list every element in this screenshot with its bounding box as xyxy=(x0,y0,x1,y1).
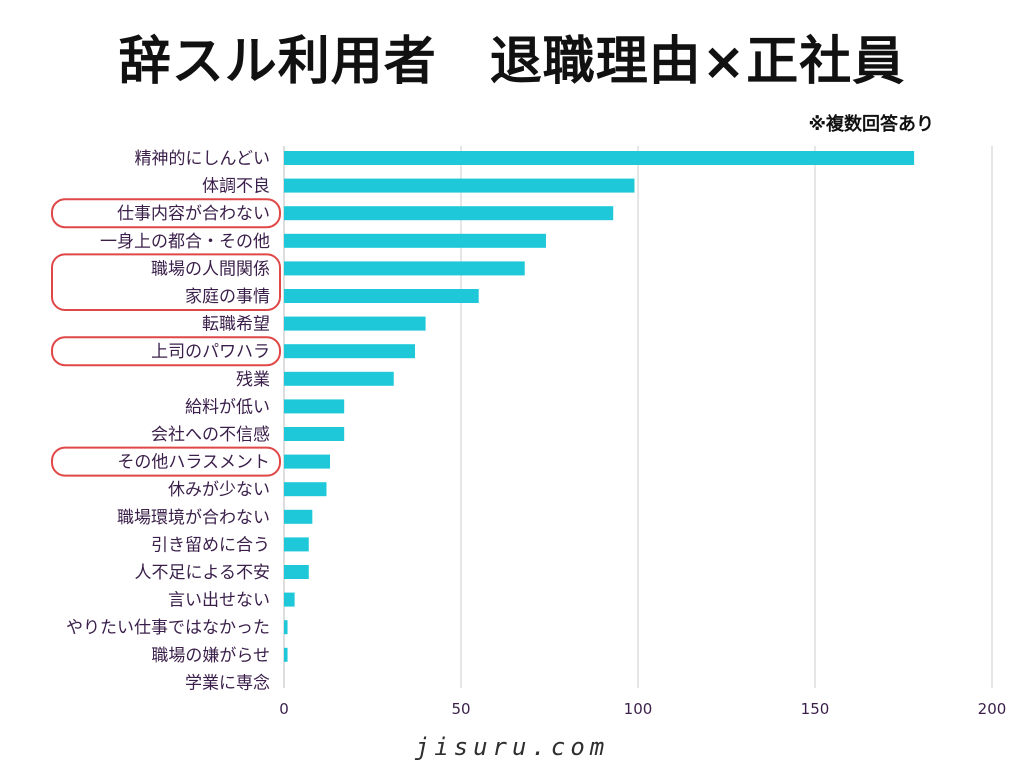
category-label: 職場の嫌がらせ xyxy=(151,646,270,666)
category-label: 仕事内容が合わない xyxy=(117,204,270,224)
category-label: 人不足による不安 xyxy=(135,563,271,583)
bar xyxy=(284,399,345,414)
bar xyxy=(284,261,525,276)
bar xyxy=(284,344,415,359)
bar xyxy=(284,316,426,331)
x-tick-label: 150 xyxy=(801,700,830,718)
highlight-outline xyxy=(51,253,281,311)
category-label: 職場の人間関係 xyxy=(151,259,270,279)
highlight-outline xyxy=(51,336,281,367)
bar xyxy=(284,592,295,607)
chart-title: 辞スル利用者 退職理由×正社員 xyxy=(118,32,906,92)
category-label: 上司のパワハラ xyxy=(151,342,270,362)
category-label: 言い出せない xyxy=(168,591,270,611)
multiple-answers-note: ※複数回答あり xyxy=(808,114,935,135)
category-label: 一身上の都合・その他 xyxy=(100,232,270,252)
category-label: 会社への不信感 xyxy=(151,425,270,445)
category-label: 休みが少ない xyxy=(168,480,270,500)
highlight-outline xyxy=(51,446,281,477)
bar xyxy=(284,233,546,248)
bar xyxy=(284,178,635,193)
bar xyxy=(284,509,313,524)
bar xyxy=(284,565,309,579)
bar xyxy=(284,289,479,303)
category-label: 引き留めに合う xyxy=(151,535,270,555)
gridlines xyxy=(460,146,993,688)
bar xyxy=(284,206,614,221)
bar xyxy=(284,537,309,552)
category-label: 職場環境が合わない xyxy=(117,508,270,528)
bar xyxy=(284,371,394,386)
x-tick-label: 50 xyxy=(451,700,470,718)
category-label: その他ハラスメント xyxy=(117,453,270,473)
highlight-outline xyxy=(51,198,281,229)
x-tick-label: 0 xyxy=(279,700,289,718)
category-label: やりたい仕事ではなかった xyxy=(66,618,270,638)
category-label: 残業 xyxy=(236,370,270,390)
x-tick-label: 200 xyxy=(978,700,1007,718)
bar xyxy=(284,647,288,662)
category-label: 家庭の事情 xyxy=(185,287,270,307)
bar xyxy=(284,482,327,497)
category-label: 精神的にしんどい xyxy=(135,149,271,169)
x-tick-label: 100 xyxy=(624,700,653,718)
category-label: 体調不良 xyxy=(202,177,270,197)
category-label: 転職希望 xyxy=(202,315,270,335)
bar xyxy=(284,151,915,165)
bar xyxy=(284,427,345,441)
bar xyxy=(284,454,331,469)
bar xyxy=(284,620,288,635)
category-label: 給料が低い xyxy=(185,397,270,417)
category-label: 学業に専念 xyxy=(185,672,270,693)
site-watermark: jisuru.com xyxy=(414,733,610,761)
